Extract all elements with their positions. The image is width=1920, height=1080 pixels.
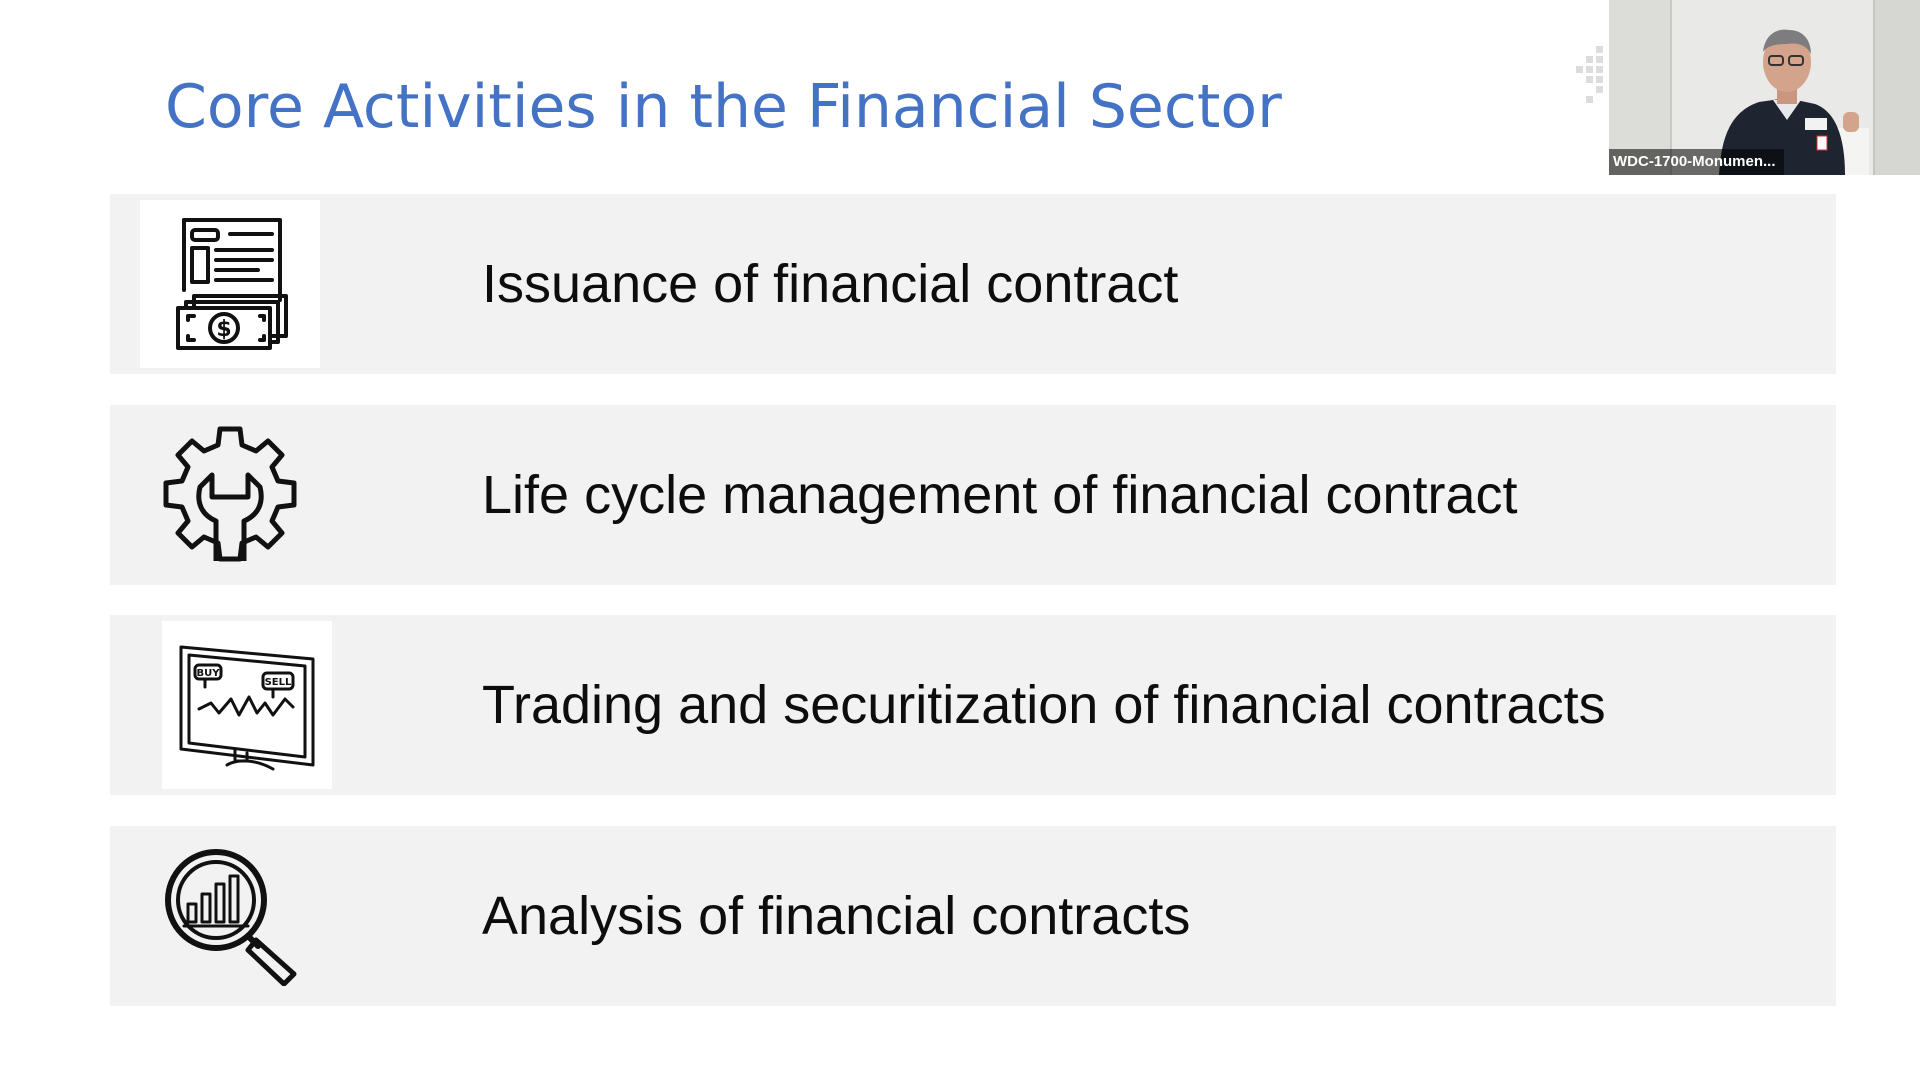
activity-label: Trading and securitization of financial … (482, 675, 1606, 735)
svg-text:$: $ (216, 317, 231, 342)
sell-label: SELL (265, 677, 292, 688)
participant-video-tile[interactable]: WDC-1700-Monumen... (1609, 0, 1920, 175)
activity-label: Life cycle management of financial contr… (482, 465, 1518, 525)
decorative-dots (1576, 46, 1603, 103)
magnifier-chart-icon (140, 832, 320, 1000)
activity-label: Issuance of financial contract (482, 254, 1179, 314)
slide-title: Core Activities in the Financial Sector (165, 72, 1282, 142)
gear-wrench-icon (140, 411, 320, 579)
activity-row-issuance: $ Issuance of financial contract (110, 194, 1836, 374)
activity-row-trading: BUY SELL Trading and securitization of f… (110, 615, 1836, 795)
activity-row-analysis: Analysis of financial contracts (110, 826, 1836, 1006)
activity-row-lifecycle: Life cycle management of financial contr… (110, 405, 1836, 585)
trading-monitor-icon: BUY SELL (162, 621, 332, 789)
buy-label: BUY (197, 668, 221, 679)
activity-label: Analysis of financial contracts (482, 886, 1191, 946)
contract-money-icon: $ (140, 200, 320, 368)
participant-name-label: WDC-1700-Monumen... (1609, 149, 1784, 175)
